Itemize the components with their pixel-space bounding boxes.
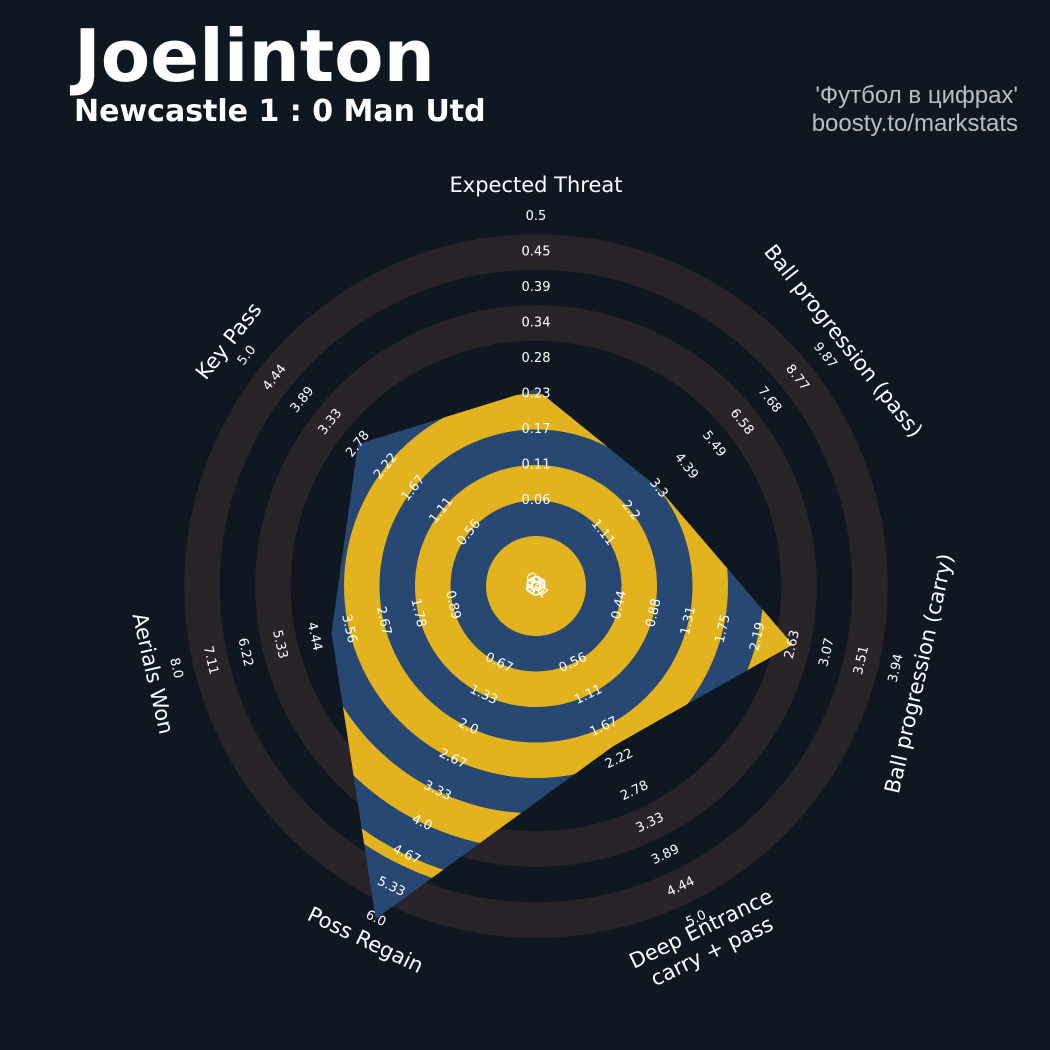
tick-label: 0.17 xyxy=(522,422,551,437)
tick-label: 0.23 xyxy=(522,387,551,402)
data-ring xyxy=(415,465,657,707)
tick-label: 0.11 xyxy=(522,458,551,473)
tick-label: 1.31 xyxy=(678,605,699,637)
data-ring xyxy=(344,394,728,778)
data-ring xyxy=(486,536,586,636)
tick-label: 0.0 xyxy=(525,574,544,598)
tick-label: 3.07 xyxy=(816,637,837,669)
tick-label: 6.22 xyxy=(234,637,255,669)
tick-label: 5.49 xyxy=(699,428,729,460)
tick-label: 7.68 xyxy=(755,384,785,416)
tick-label: 0.06 xyxy=(522,493,551,508)
tick-label: 4.44 xyxy=(304,621,325,653)
match-result: Newcastle 1 : 0 Man Utd xyxy=(74,94,486,129)
tick-label: 0.34 xyxy=(522,316,551,331)
tick-label: 2.19 xyxy=(747,621,768,653)
tick-label: 3.56 xyxy=(338,613,359,645)
tick-label: 0.5 xyxy=(526,209,547,224)
tick-label: 0.0 xyxy=(527,574,546,598)
tick-label: 2.78 xyxy=(618,778,651,804)
tick-label: 0.39 xyxy=(522,280,551,295)
tick-label: 2.67 xyxy=(373,605,394,637)
tick-label: 4.39 xyxy=(671,450,701,482)
player-name: Joelinton xyxy=(74,14,435,98)
credit-link: boosty.to/markstats xyxy=(811,110,1018,137)
ring-band xyxy=(255,305,817,867)
ring-bands xyxy=(184,234,888,938)
tick-label: 0.45 xyxy=(522,245,551,260)
tick-label: 0.88 xyxy=(643,597,664,629)
tick-label: 5.33 xyxy=(269,629,290,661)
tick-label: 3.89 xyxy=(649,842,682,868)
tick-label: 3.89 xyxy=(288,384,318,416)
tick-label: 1.78 xyxy=(407,597,428,629)
tick-label: 0.28 xyxy=(522,351,551,366)
tick-label: 0.0 xyxy=(526,578,547,593)
credit-title: 'Футбол в цифрах' xyxy=(815,82,1018,109)
axis-label: Key Pass xyxy=(191,298,267,384)
tick-label: 3.94 xyxy=(886,652,907,684)
ring-band xyxy=(184,234,888,938)
axis-label-line: Key Pass xyxy=(191,298,267,384)
tick-labels: 0.0 0.06 0.11 0.17 0.23 0.28 0.34 0.39 0.45 0.5 0.… xyxy=(166,209,907,930)
credit: 'Футбол в цифрах' boosty.to/markstats xyxy=(812,82,1018,138)
axis-label: Expected Threat xyxy=(450,173,623,197)
axis-label-line: Expected Threat xyxy=(450,173,623,197)
tick-label: 2.63 xyxy=(782,629,803,661)
tick-label: 7.11 xyxy=(200,645,221,677)
tick-label: 8.0 xyxy=(166,656,185,680)
tick-label: 3.51 xyxy=(851,645,872,677)
tick-label: 1.75 xyxy=(713,613,734,645)
tick-label: 0.44 xyxy=(609,589,630,621)
tick-label: 0.89 xyxy=(442,589,463,621)
